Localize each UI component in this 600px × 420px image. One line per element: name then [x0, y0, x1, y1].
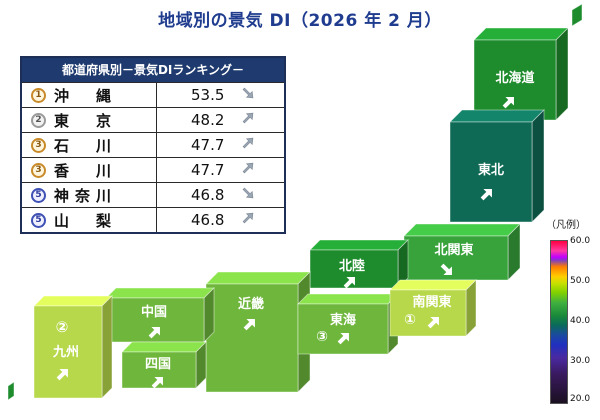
prefecture-name: 沖 縄 [54, 86, 118, 105]
ranking-pref-cell: 3 石 川 [22, 133, 157, 157]
region-tohoku-front [449, 121, 533, 223]
prefecture-name: 山 梨 [54, 211, 118, 230]
region-tohoku-side [531, 109, 545, 223]
trend-arrow-icon [240, 110, 256, 130]
legend-tick-40: 40.0 [570, 316, 591, 326]
region-arrow-chugoku [148, 327, 160, 339]
trend-arrow-icon [240, 210, 256, 230]
rank-medal-icon: 1 [31, 87, 46, 103]
legend-tick-30: 30.0 [570, 356, 591, 366]
region-hokuriku-top [309, 239, 409, 251]
region-minamikanto-front [389, 289, 467, 337]
region-hokkaido-side [555, 27, 569, 121]
ranking-pref-cell: 3 香 川 [22, 158, 157, 182]
region-arrow-kitakanto [440, 263, 452, 275]
prefecture-name: 神奈川 [54, 186, 118, 205]
rank-medal-icon: 3 [31, 162, 46, 178]
region-kinki-top [205, 271, 311, 285]
region-chugoku-side [203, 287, 215, 343]
page-title: 地域別の景気 DI（2026 年 2 月） [158, 11, 442, 31]
legend-title: （凡例） [546, 220, 586, 231]
region-label-kinki: 近畿 [238, 296, 264, 312]
rank-medal-icon: 5 [31, 187, 46, 203]
region-label-minamikanto: 南関東 [412, 294, 451, 310]
region-shikoku-top [121, 341, 207, 353]
trend-arrow-icon [240, 135, 256, 155]
ranking-row: 3 香 川 47.7 [22, 157, 284, 182]
legend-color-bar [550, 240, 568, 404]
region-label-tohoku: 東北 [478, 162, 504, 178]
trend-arrow-icon [240, 160, 256, 180]
di-value: 53.5 [191, 86, 225, 104]
ranking-pref-cell: 5 山 梨 [22, 208, 157, 232]
region-kitakanto-top [403, 223, 521, 237]
ranking-pref-cell: 5 神奈川 [22, 183, 157, 207]
region-label-kyushu: 九州 [52, 345, 79, 360]
region-tohoku-top [449, 109, 545, 123]
trend-arrow-icon [240, 85, 256, 105]
region-hokkaido-top [473, 27, 569, 41]
ranking-header: 都道府県別－景気DIランキング－ [22, 58, 284, 82]
ranking-value-cell: 47.7 [157, 158, 284, 182]
ranking-row: 5 神奈川 46.8 [22, 182, 284, 207]
rank-medal-icon: 5 [31, 212, 46, 228]
region-arrow-kinki [243, 319, 255, 331]
region-hokkaido-front [473, 39, 557, 121]
region-chugoku-top [105, 287, 215, 299]
region-label-kitakanto: 北関東 [434, 242, 473, 258]
region-rank-minamikanto: ① [404, 312, 416, 328]
region-kyushu-top [33, 295, 113, 307]
region-arrow-minamikanto [427, 317, 439, 329]
ranking-value-cell: 53.5 [157, 83, 284, 107]
region-tokai-front [297, 303, 389, 355]
region-label-chugoku: 中国 [141, 304, 167, 320]
region-minamikanto-side [465, 279, 477, 337]
ranking-table: 都道府県別－景気DIランキング－ 1 沖 縄 53.5 2 東 京 48.2 3 石 川 47.… [20, 56, 286, 234]
ranking-value-cell: 46.8 [157, 208, 284, 232]
region-label-tokai: 東海 [330, 312, 356, 328]
region-minamikanto-top [389, 279, 477, 291]
region-arrow-tohoku [480, 189, 492, 201]
region-arrow-kyushu [56, 369, 68, 381]
region-label-hokkaido: 北海道 [495, 70, 534, 86]
di-value: 48.2 [191, 111, 225, 129]
di-value: 46.8 [191, 211, 225, 229]
legend-tick-20: 20.0 [570, 394, 591, 404]
ranking-value-cell: 46.8 [157, 183, 284, 207]
island-south-icon [7, 381, 15, 401]
region-kyushu-front [33, 305, 103, 399]
trend-arrow-icon [240, 185, 256, 205]
ranking-pref-cell: 2 東 京 [22, 108, 157, 132]
ranking-row: 3 石 川 47.7 [22, 132, 284, 157]
legend-tick-50: 50.0 [570, 276, 591, 286]
rank-medal-icon: 3 [31, 137, 46, 153]
ranking-value-cell: 47.7 [157, 133, 284, 157]
ranking-value-cell: 48.2 [157, 108, 284, 132]
region-arrow-hokuriku [343, 277, 355, 289]
prefecture-name: 香 川 [54, 161, 118, 180]
di-value: 46.8 [191, 186, 225, 204]
rank-medal-icon: 2 [31, 112, 46, 128]
ranking-row: 5 山 梨 46.8 [22, 207, 284, 232]
island-north-icon [571, 3, 583, 27]
region-arrow-tokai [337, 333, 349, 345]
prefecture-name: 東 京 [54, 111, 118, 130]
region-rank-tokai: ③ [316, 329, 328, 345]
ranking-row: 2 東 京 48.2 [22, 107, 284, 132]
di-value: 47.7 [191, 136, 225, 154]
di-value: 47.7 [191, 161, 225, 179]
region-label-hokuriku: 北陸 [339, 258, 365, 274]
legend-tick-60: 60.0 [570, 236, 591, 246]
region-arrow-shikoku [151, 377, 163, 389]
region-label-shikoku: 四国 [145, 357, 171, 372]
prefecture-name: 石 川 [54, 136, 118, 155]
ranking-pref-cell: 1 沖 縄 [22, 83, 157, 107]
region-rank-kyushu: ② [56, 318, 69, 336]
region-shikoku-front [121, 351, 197, 389]
region-tokai-top [297, 293, 399, 305]
region-arrow-hokkaido [502, 97, 514, 109]
ranking-row: 1 沖 縄 53.5 [22, 82, 284, 107]
region-kyushu-side [101, 295, 113, 399]
